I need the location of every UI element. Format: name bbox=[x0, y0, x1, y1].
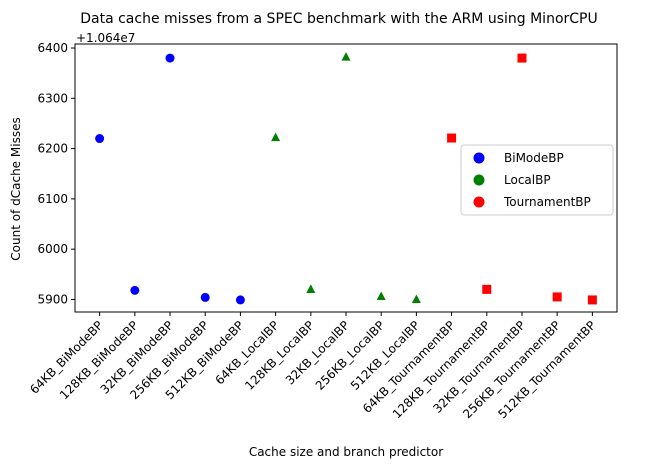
legend-label-BiModeBP: BiModeBP bbox=[504, 151, 564, 165]
legend: BiModeBP LocalBP TournamentBP bbox=[460, 144, 614, 216]
data-point-LocalBP bbox=[306, 284, 316, 293]
y-tick-label: 5900 bbox=[37, 292, 68, 306]
y-tick-label: 6000 bbox=[37, 242, 68, 256]
legend-marker-LocalBP bbox=[473, 174, 485, 186]
y-axis-label: Count of dCache Misses bbox=[9, 117, 23, 260]
data-point-LocalBP bbox=[411, 294, 421, 304]
data-point-LocalBP bbox=[376, 291, 386, 301]
data-point-BiModeBP bbox=[95, 134, 105, 144]
y-tick-label: 6100 bbox=[37, 192, 68, 206]
legend-box bbox=[460, 144, 614, 216]
data-point-TournamentBP bbox=[517, 53, 527, 63]
data-point-BiModeBP bbox=[235, 295, 245, 305]
data-point-LocalBP bbox=[271, 132, 281, 142]
legend-label-LocalBP: LocalBP bbox=[504, 173, 551, 187]
y-tick-label: 6300 bbox=[37, 91, 68, 105]
data-point-BiModeBP bbox=[130, 285, 140, 295]
plot-area: 59006000610062006300640064KB_BiModeBP128… bbox=[27, 41, 618, 421]
legend-marker-BiModeBP bbox=[473, 152, 485, 164]
y-tick-label: 6200 bbox=[37, 142, 68, 156]
legend-marker-TournamentBP bbox=[473, 196, 485, 208]
data-point-TournamentBP bbox=[552, 292, 562, 302]
data-point-TournamentBP bbox=[587, 295, 597, 305]
data-point-LocalBP bbox=[341, 52, 351, 61]
chart-title: Data cache misses from a SPEC benchmark … bbox=[80, 11, 598, 27]
y-tick-label: 6400 bbox=[37, 41, 68, 55]
data-point-BiModeBP bbox=[165, 53, 175, 63]
data-point-BiModeBP bbox=[200, 292, 210, 302]
legend-label-TournamentBP: TournamentBP bbox=[503, 195, 591, 209]
x-axis-label: Cache size and branch predictor bbox=[249, 445, 443, 459]
data-point-TournamentBP bbox=[482, 284, 492, 294]
y-offset-label: +1.064e7 bbox=[76, 31, 135, 45]
data-point-TournamentBP bbox=[447, 133, 457, 143]
